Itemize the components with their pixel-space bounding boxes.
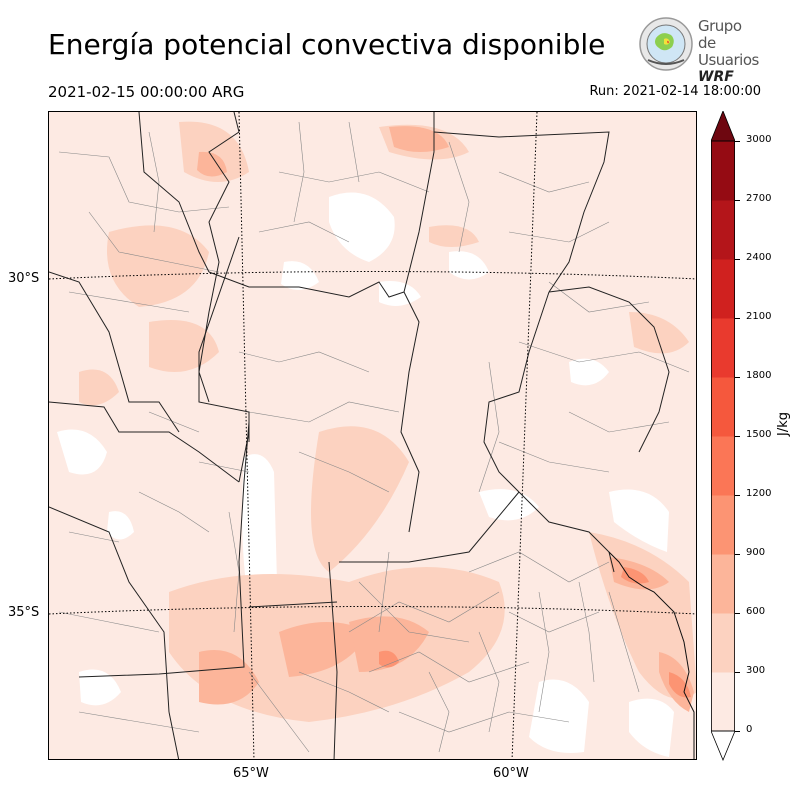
colorbar-bin-4 bbox=[711, 436, 735, 496]
colorbar-tick-label: 2700 bbox=[746, 193, 772, 204]
colorbar-tick-label: 2400 bbox=[746, 252, 772, 263]
colorbar-tick-mark bbox=[735, 436, 740, 437]
colorbar-extend-min bbox=[710, 730, 736, 762]
colorbar-bin-7 bbox=[711, 259, 735, 319]
colorbar-tick-label: 1800 bbox=[746, 370, 772, 381]
wrf-globe-logo-icon bbox=[639, 17, 693, 71]
colorbar-tick-mark bbox=[735, 377, 740, 378]
colorbar-bin-1 bbox=[711, 613, 735, 673]
colorbar-bin-5 bbox=[711, 377, 735, 437]
colorbar-bin-6 bbox=[711, 318, 735, 378]
map-panel bbox=[48, 111, 697, 760]
colorbar-tick-label: 1200 bbox=[746, 488, 772, 499]
colorbar-bin-8 bbox=[711, 200, 735, 260]
colorbar-unit: J/kg bbox=[776, 412, 791, 436]
colorbar-tick-mark bbox=[735, 259, 740, 260]
colorbar-svg bbox=[710, 109, 736, 762]
graticule bbox=[49, 112, 696, 759]
colorbar-extend-max bbox=[710, 109, 736, 142]
colorbar-tick-label: 600 bbox=[746, 606, 766, 617]
colorbar-tick-mark bbox=[735, 731, 740, 732]
lat-label-30s: 30°S bbox=[8, 271, 40, 286]
colorbar-bin-9 bbox=[711, 141, 735, 201]
colorbar-frame bbox=[711, 140, 735, 732]
colorbar-tick-label: 3000 bbox=[746, 134, 772, 145]
coastline bbox=[608, 551, 695, 759]
lat-label-35s: 35°S bbox=[8, 605, 40, 620]
chart-title: Energía potencial convectiva disponible bbox=[48, 28, 606, 61]
cape-shading bbox=[57, 121, 696, 757]
colorbar-tick-mark bbox=[735, 318, 740, 319]
colorbar-tick-mark bbox=[735, 613, 740, 614]
colorbar-tick-label: 2100 bbox=[746, 311, 772, 322]
colorbar-tick-label: 0 bbox=[746, 724, 753, 735]
run-time: Run: 2021-02-14 18:00:00 bbox=[589, 84, 761, 99]
wrf-logo: Grupo de Usuarios WRF bbox=[638, 16, 760, 85]
valid-time: 2021-02-15 00:00:00 ARG bbox=[48, 83, 245, 101]
colorbar-tick-mark bbox=[735, 554, 740, 555]
colorbar-tick-mark bbox=[735, 495, 740, 496]
admin-boundaries bbox=[58, 121, 690, 753]
colorbar-tick-label: 300 bbox=[746, 665, 766, 676]
logo-line-1: Grupo de bbox=[698, 17, 742, 52]
logo-text: Grupo de Usuarios WRF bbox=[698, 18, 760, 86]
colorbar bbox=[710, 109, 736, 762]
lon-label-60w: 60°W bbox=[493, 766, 529, 781]
colorbar-tick-mark bbox=[735, 672, 740, 673]
logo-line-2: Usuarios bbox=[698, 51, 759, 69]
colorbar-tick-mark bbox=[735, 141, 740, 142]
colorbar-tick-label: 1500 bbox=[746, 429, 772, 440]
cape-map bbox=[49, 112, 696, 759]
province-boundaries bbox=[49, 112, 670, 759]
colorbar-bin-0 bbox=[711, 672, 735, 732]
colorbar-tick-mark bbox=[735, 200, 740, 201]
lon-label-65w: 65°W bbox=[233, 766, 269, 781]
colorbar-tick-label: 900 bbox=[746, 547, 766, 558]
logo-line-3: WRF bbox=[698, 69, 734, 85]
colorbar-bin-3 bbox=[711, 495, 735, 555]
colorbar-bin-2 bbox=[711, 554, 735, 614]
